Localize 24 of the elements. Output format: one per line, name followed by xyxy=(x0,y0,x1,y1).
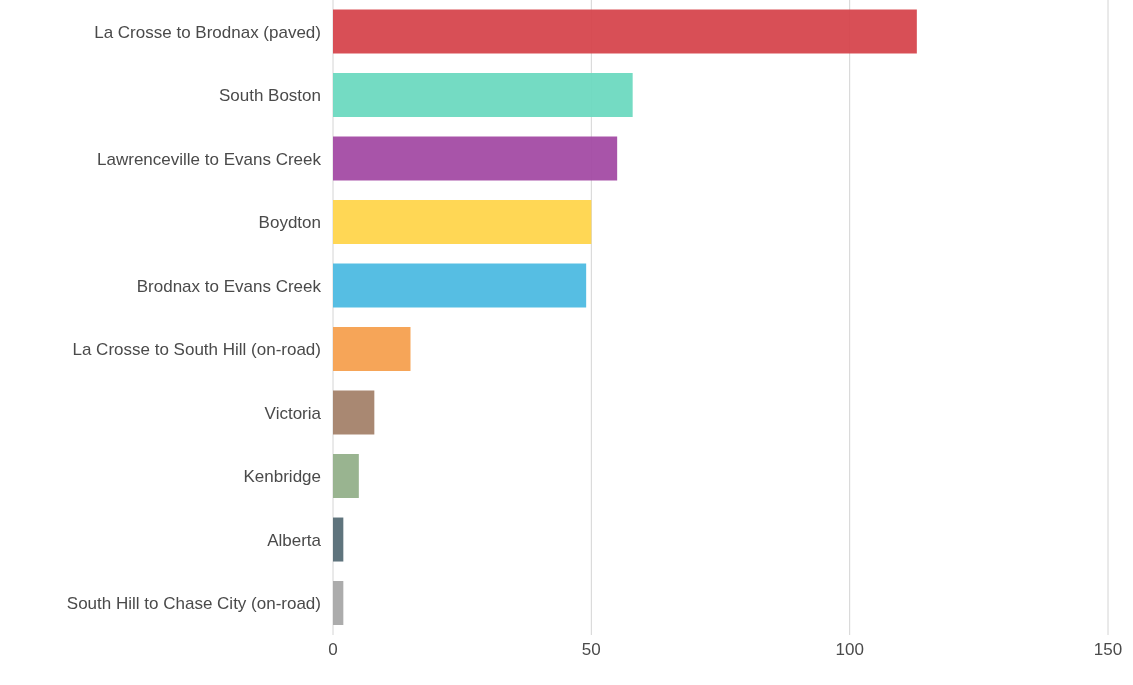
x-tick-label: 50 xyxy=(581,640,601,660)
y-tick-label: Lawrenceville to Evans Creek xyxy=(97,149,322,169)
y-tick-label: Kenbridge xyxy=(243,467,321,487)
y-tick-label: Brodnax to Evans Creek xyxy=(136,276,322,296)
bar xyxy=(333,200,592,245)
bar xyxy=(333,136,618,181)
bar xyxy=(333,390,375,435)
bar xyxy=(333,263,587,308)
y-tick-label: La Crosse to Brodnax (paved) xyxy=(94,22,321,42)
bar xyxy=(333,581,344,626)
x-tick-label: 100 xyxy=(835,640,864,660)
y-tick-label: South Boston xyxy=(218,86,321,106)
x-tick-label: 150 xyxy=(1093,640,1123,660)
x-tick-label: 0 xyxy=(328,640,338,660)
bar xyxy=(333,9,917,54)
bar xyxy=(333,517,344,562)
y-tick-label: Boydton xyxy=(258,213,321,233)
y-tick-label: Alberta xyxy=(267,530,322,550)
y-tick-label: South Hill to Chase City (on-road) xyxy=(66,594,321,614)
bar xyxy=(333,454,359,499)
bar xyxy=(333,327,411,372)
y-tick-label: Victoria xyxy=(264,403,322,423)
bar xyxy=(333,73,633,118)
y-tick-label: La Crosse to South Hill (on-road) xyxy=(72,340,321,360)
